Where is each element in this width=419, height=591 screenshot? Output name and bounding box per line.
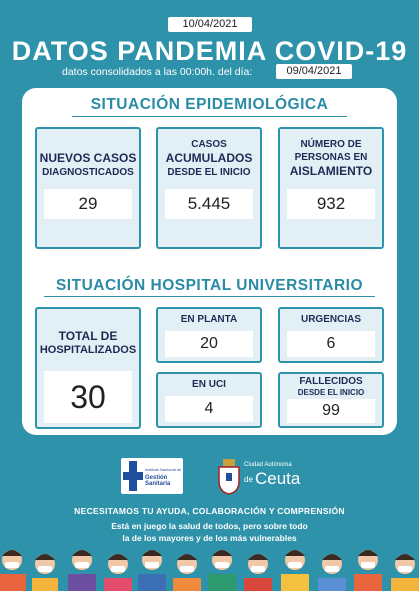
message-line: la de los mayores y de los más vulnerabl… [122, 533, 297, 543]
logo-ingesa: Instituto Nacional de Gestión Sanitaria [121, 458, 183, 494]
message-line: Está en juego la salud de todos, pero so… [111, 521, 308, 531]
stat-box: EN UCI 4 [156, 372, 262, 428]
date: 10/04/2021 [168, 17, 252, 32]
label: EN PLANTA [180, 314, 238, 325]
value: 30 [44, 371, 132, 423]
label: CASOS [191, 139, 227, 150]
subtitle: datos consolidados a las 00:00h. del día… [62, 66, 253, 78]
divider [72, 116, 347, 117]
value: 4 [165, 396, 253, 422]
value: 6 [287, 331, 375, 357]
label: DIAGNOSTICADOS [42, 167, 134, 178]
label: EN UCI [192, 379, 226, 390]
stat-box: NÚMERO DE PERSONAS EN AISLAMIENTO 932 [278, 127, 384, 249]
logo-text: Ceuta [255, 469, 301, 488]
label: DESDE EL INICIO [297, 388, 365, 397]
message: NECESITAMOS TU AYUDA, COLABORACIÓN Y COM… [74, 506, 345, 516]
title: DATOS PANDEMIA COVID-19 [11, 36, 408, 66]
label: FALLECIDOS [299, 376, 363, 387]
logo-text: Gestión Sanitaria [145, 475, 171, 487]
people-illustration [0, 550, 419, 591]
divider [44, 296, 375, 297]
logo-text: de [244, 475, 253, 484]
stat-box: NUEVOS CASOS DIAGNOSTICADOS 29 [35, 127, 141, 249]
value: 29 [44, 189, 132, 219]
logo-shield [218, 459, 240, 495]
logo-cross [123, 461, 143, 491]
label: TOTAL DE [58, 329, 118, 343]
label: NUEVOS CASOS [39, 151, 137, 165]
value: 932 [287, 189, 375, 219]
section-title: SITUACIÓN EPIDEMIOLÓGICA [90, 96, 329, 113]
value: 99 [287, 399, 375, 423]
label: ACUMULADOS [165, 151, 253, 165]
stat-box: EN PLANTA 20 [156, 307, 262, 363]
stat-box: CASOS ACUMULADOS DESDE EL INICIO 5.445 [156, 127, 262, 249]
label: HOSPITALIZADOS [39, 344, 137, 356]
stat-box: TOTAL DE HOSPITALIZADOS 30 [35, 307, 141, 429]
value: 5.445 [165, 189, 253, 219]
data-date: 09/04/2021 [276, 64, 352, 79]
logo-text: Ciudad Autónoma [244, 462, 292, 468]
label: DESDE EL INICIO [167, 167, 251, 178]
stat-box: URGENCIAS 6 [278, 307, 384, 363]
logo-text: Instituto Nacional de [145, 467, 182, 472]
label: URGENCIAS [300, 314, 361, 325]
value: 20 [165, 331, 253, 357]
stat-box: FALLECIDOS DESDE EL INICIO 99 [278, 372, 384, 428]
label: AISLAMIENTO [289, 164, 373, 178]
label: PERSONAS EN [294, 152, 368, 163]
label: NÚMERO DE [300, 139, 362, 150]
section-title: SITUACIÓN HOSPITAL UNIVERSITARIO [55, 277, 364, 294]
